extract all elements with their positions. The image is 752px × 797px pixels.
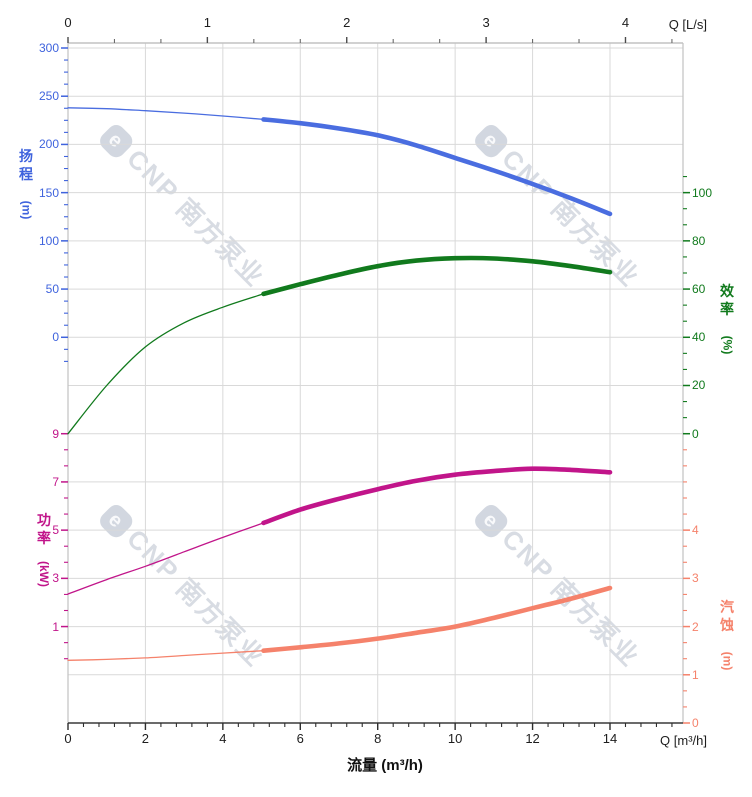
power-curve-thin xyxy=(67,522,265,595)
efficiency-curve xyxy=(261,255,613,297)
bottom-axis-ticks xyxy=(67,723,673,730)
npsh-axis-name-char: 蚀 xyxy=(720,617,734,633)
head-axis-name-char: 程 xyxy=(19,166,33,182)
npsh-axis-ticks xyxy=(683,449,690,724)
power-axis-unit: (kW) xyxy=(37,561,51,587)
power-axis-name-char: 率 xyxy=(37,530,51,546)
npsh-axis-name-char: 汽 xyxy=(720,599,734,615)
efficiency-axis-name: 效 率 (%) xyxy=(714,282,740,364)
head-curve xyxy=(261,117,613,217)
head-axis-name-char: 扬 xyxy=(19,148,33,164)
gridlines xyxy=(68,43,683,723)
efficiency-axis-name-char: 效 xyxy=(720,283,734,299)
head-axis-unit: (m) xyxy=(18,200,33,220)
npsh-curve-thin xyxy=(67,650,265,661)
power-axis-ticks xyxy=(61,432,68,660)
head-axis-name: 扬 程 (m) xyxy=(13,147,39,229)
head-axis-ticks xyxy=(61,47,68,362)
power-axis-name: 功 率 (kW) xyxy=(31,511,57,593)
bottom-axis-title: Q [m³/h] xyxy=(660,733,707,748)
npsh-axis-name: 汽 蚀 (m) xyxy=(714,598,740,680)
head-curve-thin xyxy=(67,107,265,121)
efficiency-axis-ticks xyxy=(683,176,690,435)
efficiency-curve-thin xyxy=(67,293,265,435)
power-axis-name-char: 功 xyxy=(37,512,51,528)
top-axis-ticks xyxy=(67,37,673,43)
npsh-curve xyxy=(261,585,613,653)
x-axis-main-title: 流量 (m³/h) xyxy=(347,757,423,774)
axis-spines xyxy=(67,42,684,724)
npsh-axis-unit: (m) xyxy=(719,651,734,671)
top-axis-title: Q [L/s] xyxy=(668,17,707,32)
efficiency-axis-name-char: 率 xyxy=(720,301,734,317)
efficiency-axis-unit: (%) xyxy=(719,335,734,355)
power-curve xyxy=(261,466,613,526)
